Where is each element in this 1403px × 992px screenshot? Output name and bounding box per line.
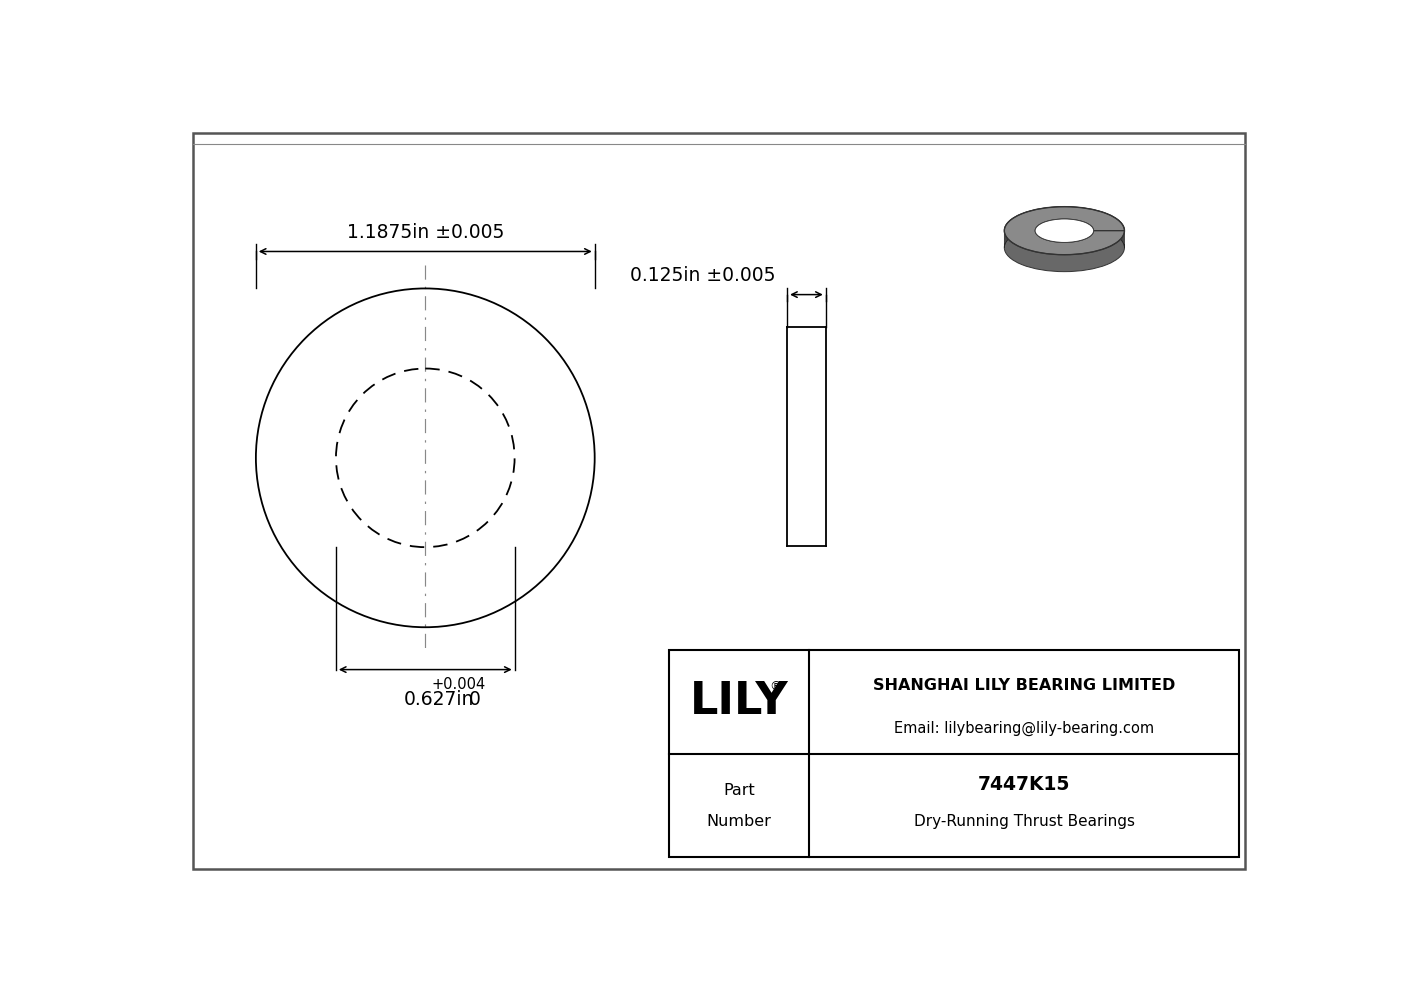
Ellipse shape <box>1035 219 1094 242</box>
Text: +0.004: +0.004 <box>432 678 485 692</box>
Text: Part: Part <box>724 783 755 799</box>
Text: Dry-Running Thrust Bearings: Dry-Running Thrust Bearings <box>913 814 1135 829</box>
Text: 0: 0 <box>469 689 480 708</box>
Polygon shape <box>1035 219 1094 248</box>
Text: 7447K15: 7447K15 <box>978 775 1070 794</box>
Text: SHANGHAI LILY BEARING LIMITED: SHANGHAI LILY BEARING LIMITED <box>873 678 1176 693</box>
Polygon shape <box>1005 206 1124 248</box>
Text: 1.1875in ±0.005: 1.1875in ±0.005 <box>347 223 504 242</box>
Text: 0.125in ±0.005: 0.125in ±0.005 <box>630 267 776 286</box>
Text: 0.627in: 0.627in <box>404 689 474 708</box>
Text: LILY: LILY <box>690 681 788 723</box>
Ellipse shape <box>1005 223 1124 272</box>
Text: Number: Number <box>707 814 772 829</box>
Text: Email: lilybearing@lily-bearing.com: Email: lilybearing@lily-bearing.com <box>894 721 1155 736</box>
Text: ®: ® <box>769 681 781 693</box>
Bar <box>669 651 1239 857</box>
Polygon shape <box>1005 206 1124 255</box>
